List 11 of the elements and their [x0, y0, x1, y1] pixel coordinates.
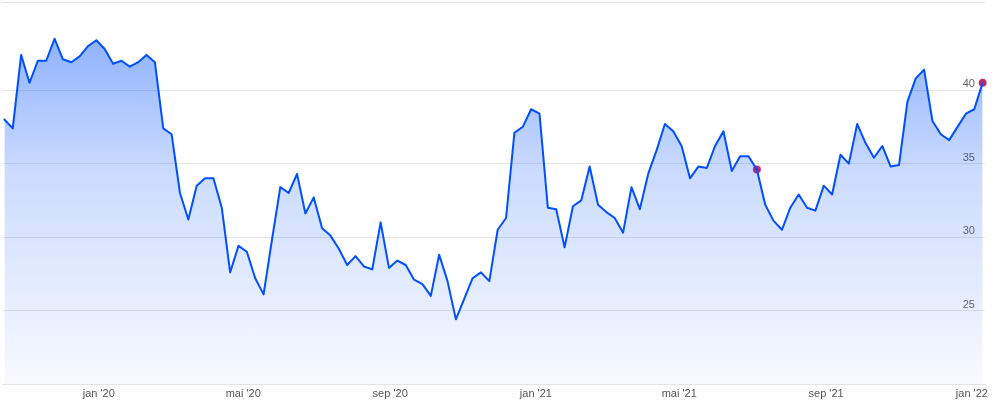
y-tick-label: 35 [962, 150, 975, 163]
y-tick-label: 30 [962, 224, 975, 237]
x-tick-label: mai '20 [225, 386, 261, 399]
x-tick-label: mai '21 [661, 386, 697, 399]
y-tick-label: 25 [962, 297, 975, 310]
x-tick-label: sep '20 [372, 386, 408, 399]
x-tick-label: jan '20 [81, 386, 115, 399]
x-tick-label: jan '22 [954, 386, 988, 399]
x-tick-label: jan '21 [518, 386, 552, 399]
x-tick-label: sep '21 [808, 386, 844, 399]
y-tick-label: 40 [962, 77, 975, 90]
